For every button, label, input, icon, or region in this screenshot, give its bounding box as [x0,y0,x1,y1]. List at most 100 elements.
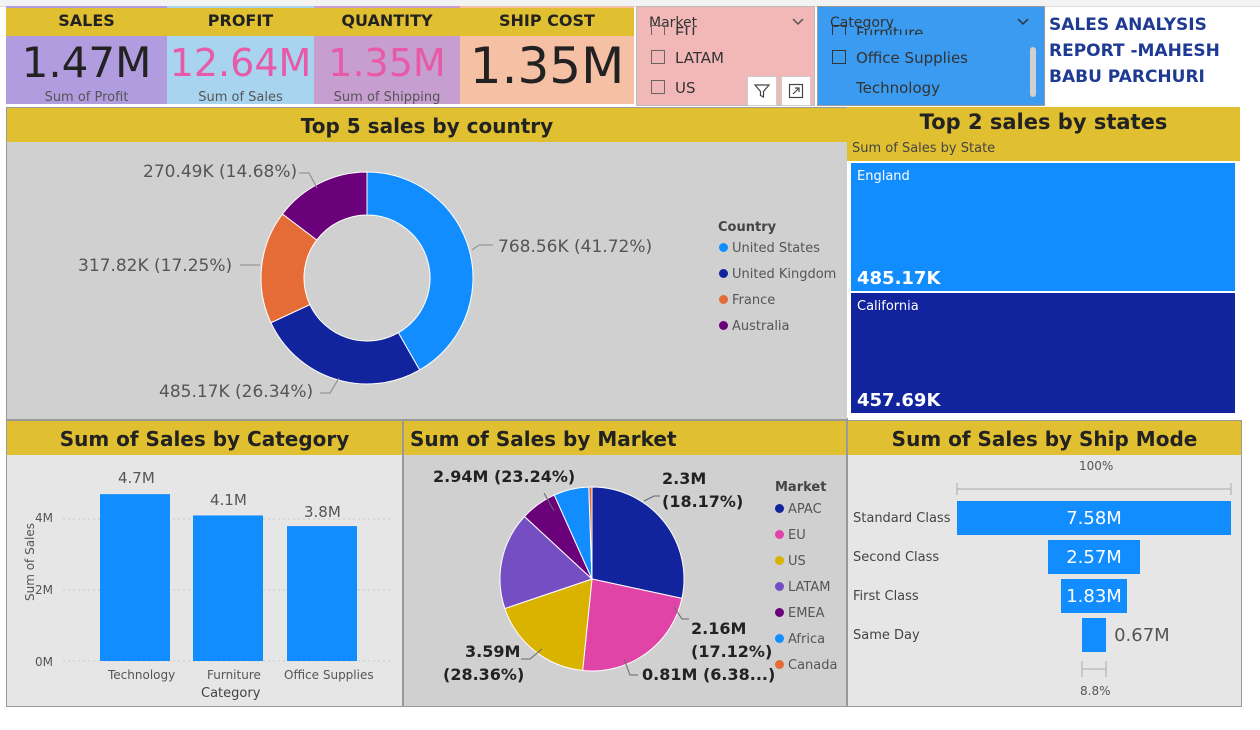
funnel-label-second-class: Second Class [853,550,940,565]
category-option-technology[interactable]: Technology [856,79,941,97]
legend-dot-icon [775,582,784,591]
y-tick-2m: 2M [35,583,53,597]
checkbox-icon[interactable] [651,80,665,94]
donut-slices [260,171,474,385]
category-bar-panel[interactable]: Sum of Sales by Category 0M 2M 4M Sum of… [6,420,403,707]
market-option-partial[interactable]: EU [651,25,695,35]
funnel-value-label: 7.58M [1066,507,1122,529]
report-title: SALES ANALYSIS REPORT -MAHESH BABU PARCH… [1049,15,1220,87]
legend-item-latam[interactable]: LATAM [775,580,830,595]
kpi-card-quantity[interactable]: QUANTITY 1.35M Sum of Shipping [314,6,460,104]
kpi-card-sales[interactable]: SALES 1.47M Sum of Profit [6,6,167,104]
country-donut-panel[interactable]: Top 5 sales by country 768.56K (41.72%) … [6,107,848,420]
category-option-partial[interactable]: Furniture [832,25,923,35]
funnel-markers [956,483,1232,677]
legend-item-france[interactable]: France [719,293,775,308]
kpi-card-ship-cost[interactable]: SHIP COST 1.35M [460,6,634,104]
legend-item-eu[interactable]: EU [775,528,806,543]
market-pie-chart [499,486,689,676]
pie-leader-lines [521,492,689,676]
legend-item-united-kingdom[interactable]: United Kingdom [719,267,836,282]
legend-item-emea[interactable]: EMEA [775,606,825,621]
market-label-us-value: 2.3M [662,469,707,488]
country-chart-title: Top 5 sales by country [7,108,847,142]
shipmode-funnel-panel[interactable]: Sum of Sales by Ship Mode 100% 7.58M 2.57… [847,420,1242,707]
bar-furniture[interactable] [193,515,263,661]
chevron-down-icon[interactable] [1016,15,1030,29]
funnel-top-percent: 100% [1079,459,1114,473]
kpi-sales-value: 1.47M [21,38,152,87]
treemap-block-england[interactable]: England 485.17K [851,163,1235,291]
treemap-block-california[interactable]: California 457.69K [851,293,1235,413]
market-pie-panel[interactable]: Sum of Sales by Market 2.94M (23.24%) 2.… [403,420,847,707]
legend-dot-icon [775,634,784,643]
kpi-quantity-heading: QUANTITY [314,8,460,36]
funnel-bar-first-class[interactable]: 1.83M [1060,579,1128,613]
legend-dot-icon [719,269,728,278]
bar-office-supplies[interactable] [287,526,357,661]
legend-dot-icon [775,530,784,539]
legend-dot-icon [719,243,728,252]
country-slice-united-kingdom[interactable] [270,303,421,385]
kpi-profit-value: 12.64M [169,41,312,85]
country-slice-united-states[interactable] [366,171,474,371]
country-label-us: 768.56K (41.72%) [498,237,653,257]
legend-dot-icon [719,321,728,330]
market-label-eu: 2.94M (23.24%) [433,467,576,486]
bar-label-furniture: 4.1M [210,491,247,509]
market-slicer[interactable]: Market EU LATAM US [636,6,815,106]
country-label-france: 317.82K (17.25%) [78,256,233,276]
kpi-card-profit[interactable]: PROFIT 12.64M Sum of Sales [167,6,314,104]
slicer-scrollbar[interactable] [1030,47,1036,97]
country-donut-chart [240,171,493,394]
market-slicer-title: Market [649,15,698,31]
focus-mode-button[interactable] [781,76,811,106]
market-slice-us[interactable] [504,578,593,672]
market-label-latam-value: 2.16M [691,619,747,638]
checkbox-icon[interactable] [832,25,846,35]
funnel-bar-second-class[interactable]: 2.57M [1047,540,1141,574]
legend-item-canada[interactable]: Canada [775,658,837,673]
funnel-label-same-day: Same Day [853,628,920,643]
market-label-emea: 0.81M (6.38...) [642,665,776,684]
treemap-label-england: England [857,169,910,184]
checkbox-icon[interactable] [832,50,846,64]
pie-slices [499,486,685,672]
filter-icon [754,84,770,98]
market-slice-canada[interactable] [588,486,593,580]
bar-technology[interactable] [100,494,170,661]
kpi-ship-cost-value: 1.35M [469,37,625,95]
category-slicer[interactable]: Category Furniture Office Supplies Techn… [817,6,1045,106]
legend-item-united-states[interactable]: United States [719,241,820,256]
category-option-office-supplies[interactable]: Office Supplies [832,49,968,67]
checkbox-icon[interactable] [651,50,665,64]
states-treemap-panel[interactable]: Top 2 sales by states Sum of Sales by St… [847,107,1240,418]
legend-dot-icon [775,660,784,669]
market-slice-apac[interactable] [591,486,685,599]
market-slice-eu[interactable] [582,578,683,672]
legend-item-australia[interactable]: Australia [719,319,790,334]
market-option-latam[interactable]: LATAM [651,49,724,67]
chevron-down-icon[interactable] [791,15,805,29]
treemap-label-california: California [857,299,919,314]
y-tick-4m: 4M [35,511,53,525]
y-axis-label: Sum of Sales [23,522,38,602]
funnel-bar-same-day[interactable]: 0.67M [1081,618,1170,652]
legend-item-africa[interactable]: Africa [775,632,825,647]
funnel-label-standard-class: Standard Class [853,511,951,526]
legend-item-us[interactable]: US [775,554,806,569]
country-slice-australia[interactable] [281,171,368,241]
x-tick-technology: Technology [108,668,176,682]
funnel-bar-standard-class[interactable]: 7.58M [957,501,1231,535]
category-chart-title: Sum of Sales by Category [7,421,402,455]
market-slice-latam[interactable] [499,515,593,610]
country-label-australia: 270.49K (14.68%) [143,162,298,182]
states-chart-title: Top 2 sales by states [847,107,1240,161]
legend-item-apac[interactable]: APAC [775,502,822,517]
focus-mode-icon [788,83,804,99]
market-label-latam-pct: (17.12%) [691,642,773,661]
market-option-us[interactable]: US [651,79,696,97]
checkbox-icon[interactable] [651,25,665,35]
filter-button[interactable] [747,76,777,106]
legend-dot-icon [775,504,784,513]
